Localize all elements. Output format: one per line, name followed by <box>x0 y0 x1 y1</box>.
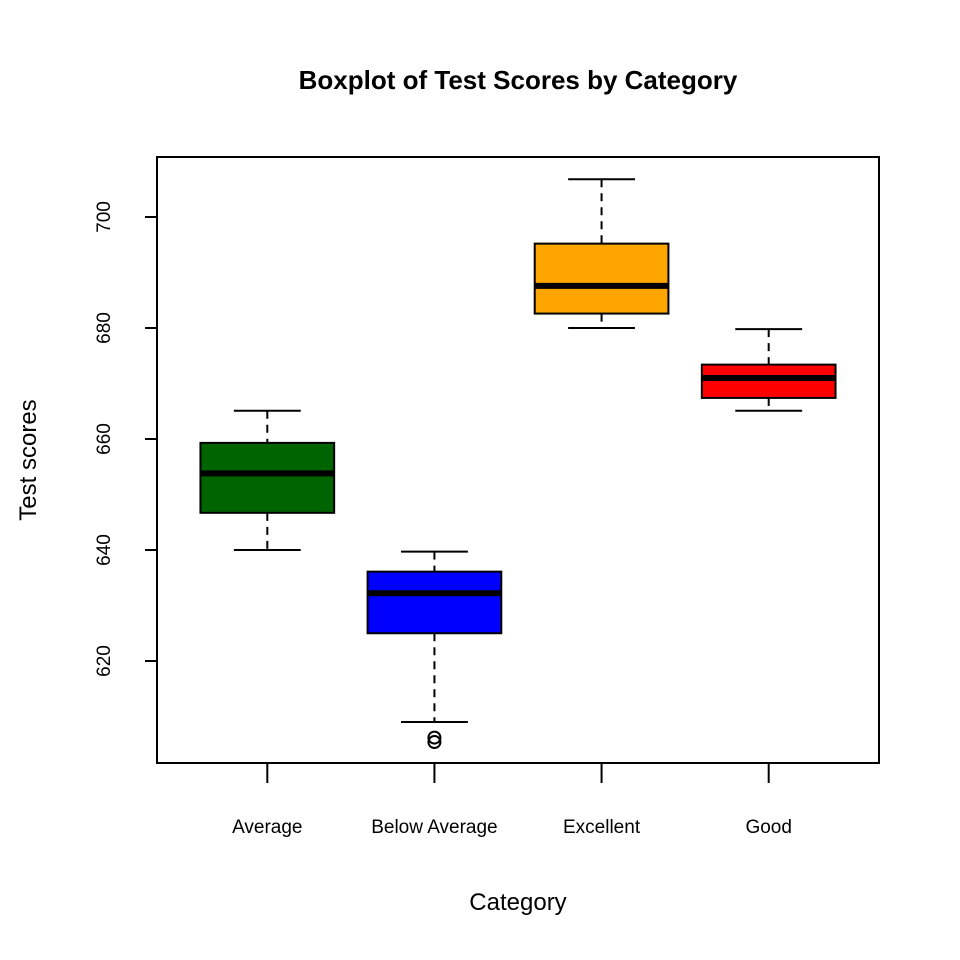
x-tick-label: Below Average <box>371 817 497 838</box>
x-tick-label: Excellent <box>563 817 641 838</box>
box-below-average <box>366 550 503 750</box>
y-tick-label: 620 <box>94 645 115 677</box>
y-axis: 620 640 660 680 700 <box>94 201 158 677</box>
y-tick-label: 700 <box>94 201 115 233</box>
box-group <box>199 178 837 750</box>
box-average <box>199 409 336 551</box>
x-axis: Average Below Average Excellent Good <box>232 763 792 838</box>
box-iqr <box>533 242 670 315</box>
box-good <box>700 328 837 412</box>
x-tick-label: Good <box>745 817 791 838</box>
y-axis-label: Test scores <box>15 399 42 520</box>
chart-title: Boxplot of Test Scores by Category <box>299 65 738 95</box>
box-iqr <box>199 441 336 514</box>
box-excellent <box>533 178 670 329</box>
outlier-point <box>427 735 442 750</box>
x-tick-label: Average <box>232 817 302 838</box>
box-iqr <box>366 570 503 635</box>
x-axis-label: Category <box>469 889 566 916</box>
y-tick-label: 680 <box>94 312 115 344</box>
y-tick-label: 640 <box>94 534 115 566</box>
y-tick-label: 660 <box>94 423 115 455</box>
box-iqr <box>700 363 837 399</box>
outlier-point <box>427 730 442 745</box>
